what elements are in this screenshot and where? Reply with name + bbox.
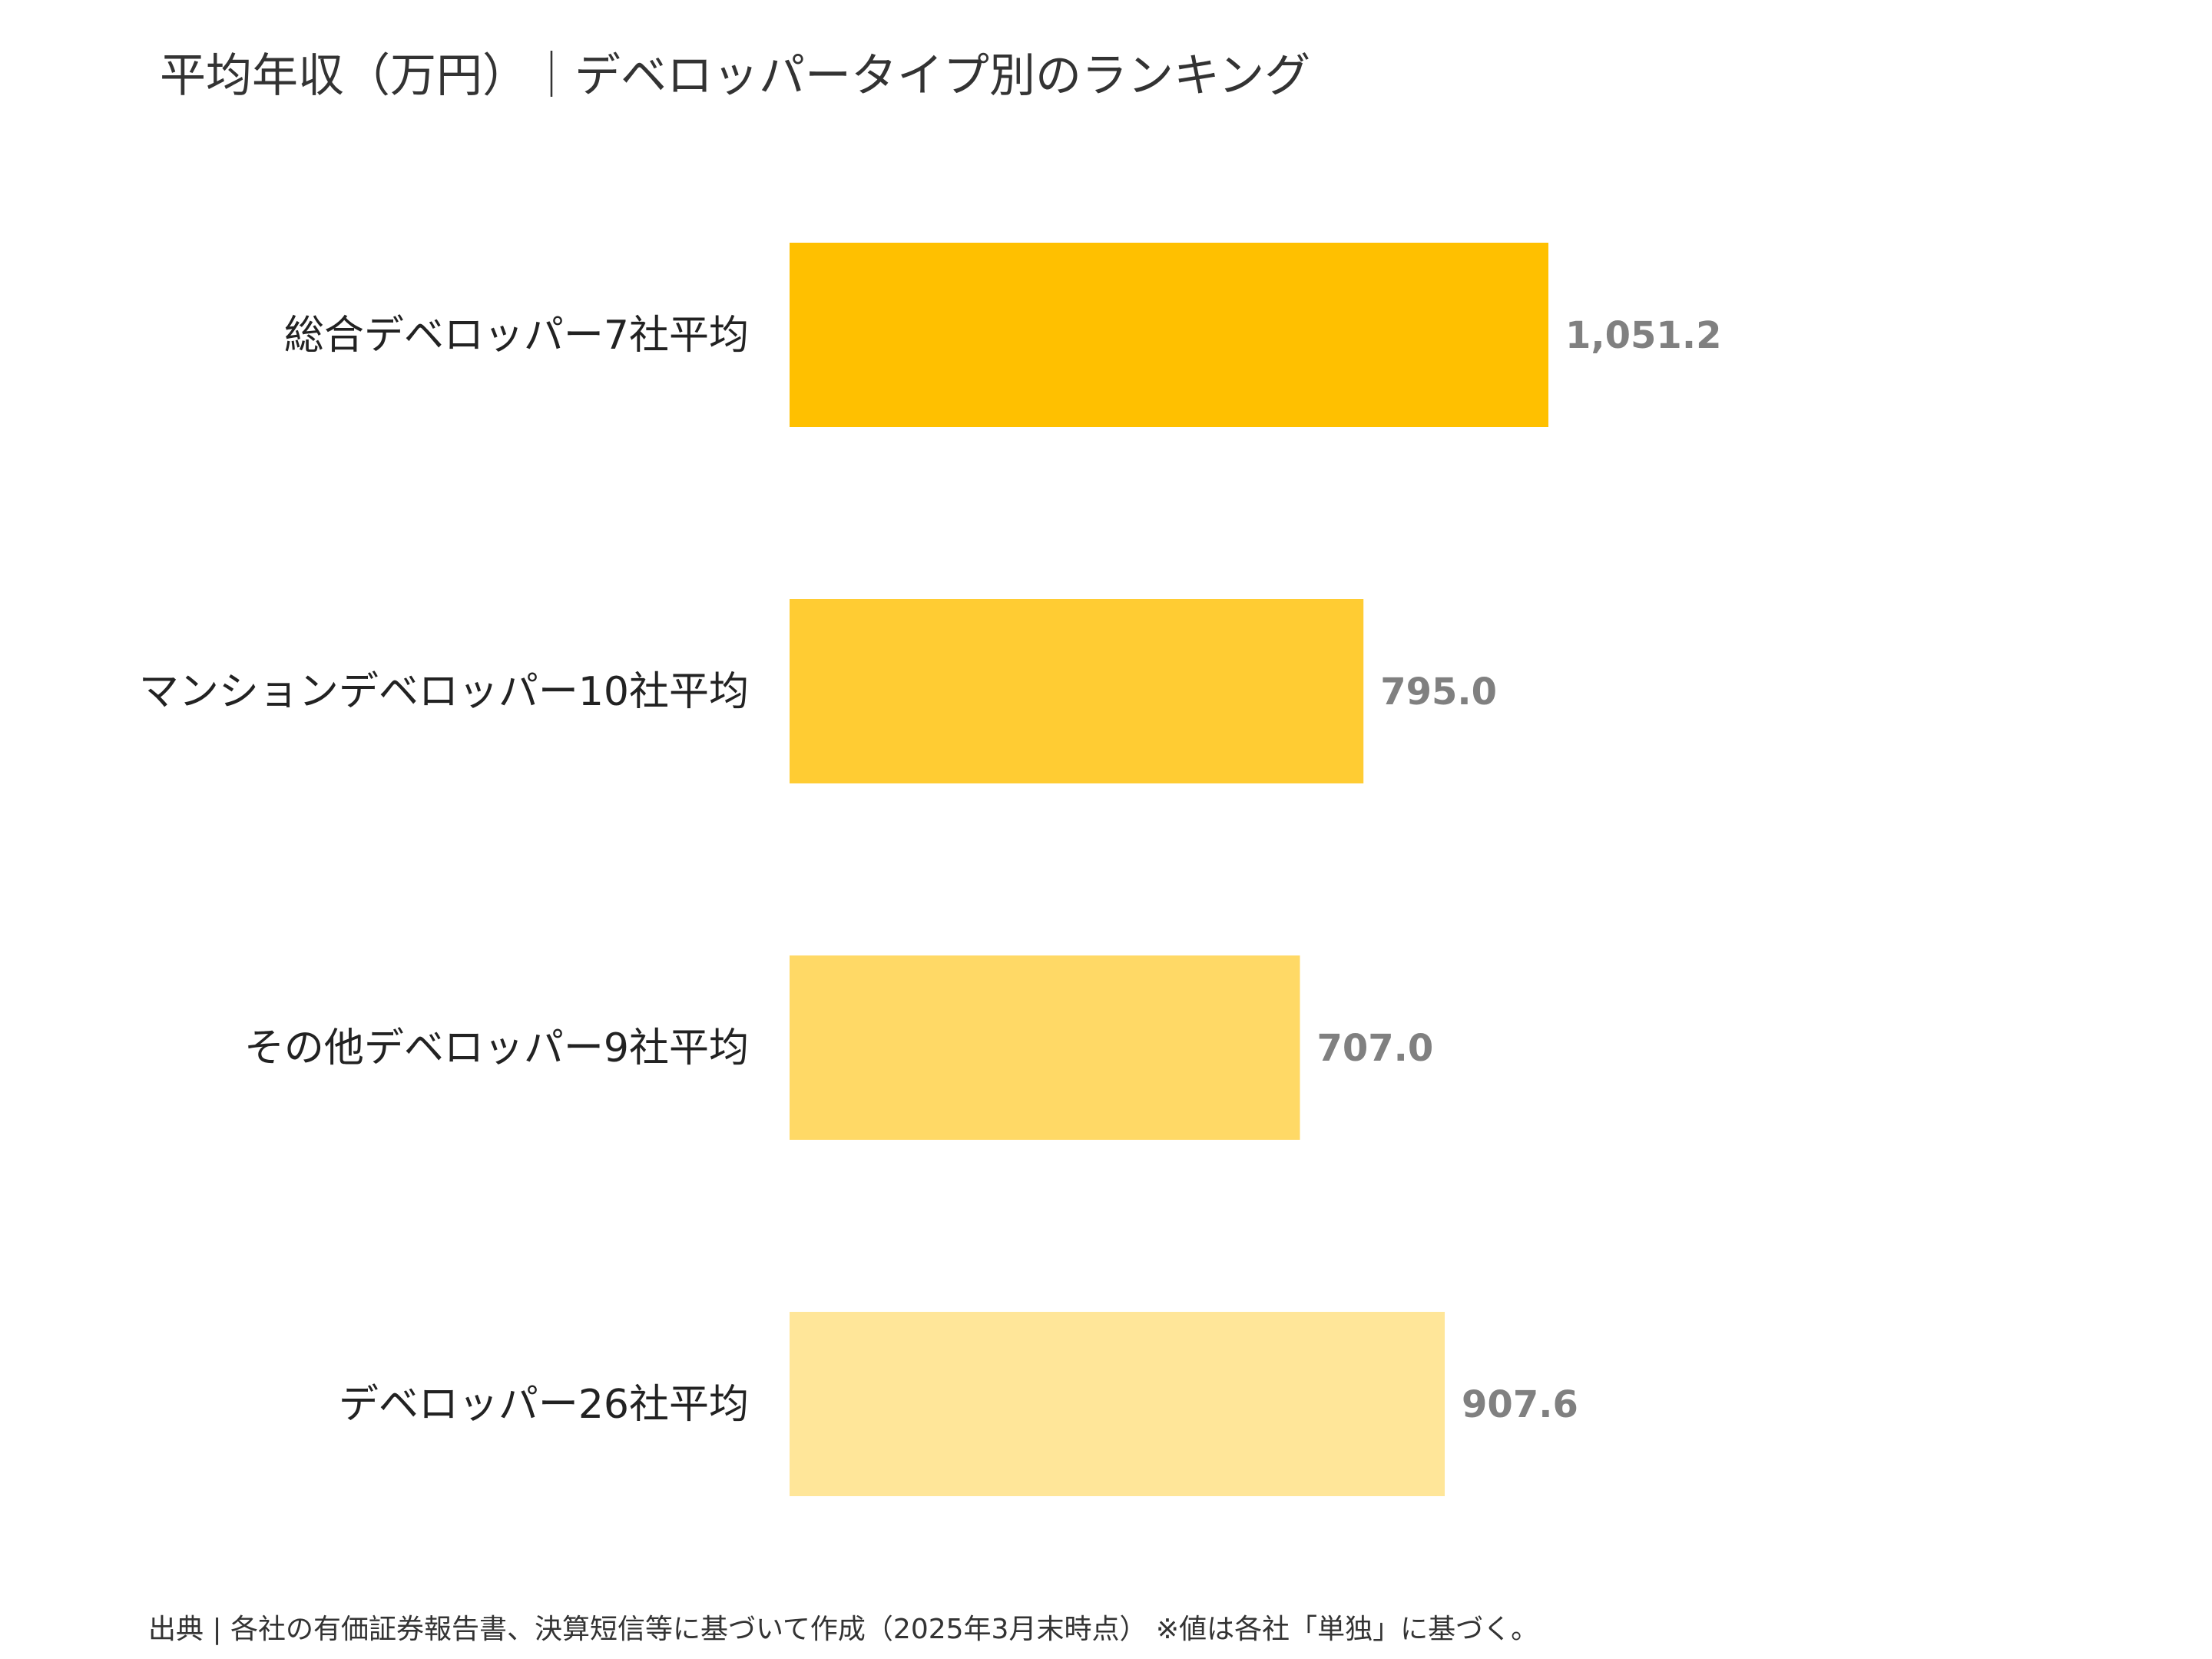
bar-4 bbox=[790, 1312, 1445, 1496]
bar-1 bbox=[790, 243, 1548, 427]
value-label-4: 907.6 bbox=[1462, 1383, 1578, 1426]
category-label-4: デベロッパー26社平均 bbox=[339, 1382, 749, 1428]
source-note: 出典 | 各社の有価証券報告書、決算短信等に基づいて作成（2025年3月末時点）… bbox=[148, 1614, 1539, 1645]
category-label-1: 総合デベロッパー7社平均 bbox=[284, 313, 749, 359]
category-label-2: マンションデベロッパー10社平均 bbox=[139, 669, 749, 715]
bar-2 bbox=[790, 599, 1364, 783]
bar-3 bbox=[790, 955, 1300, 1140]
value-label-2: 795.0 bbox=[1380, 671, 1497, 714]
category-label-3: その他デベロッパー9社平均 bbox=[244, 1025, 749, 1071]
value-label-3: 707.0 bbox=[1316, 1027, 1433, 1070]
chart-title: 平均年収（万円）｜デベロッパータイプ別のランキング bbox=[160, 49, 1311, 103]
value-label-1: 1,051.2 bbox=[1565, 314, 1721, 357]
